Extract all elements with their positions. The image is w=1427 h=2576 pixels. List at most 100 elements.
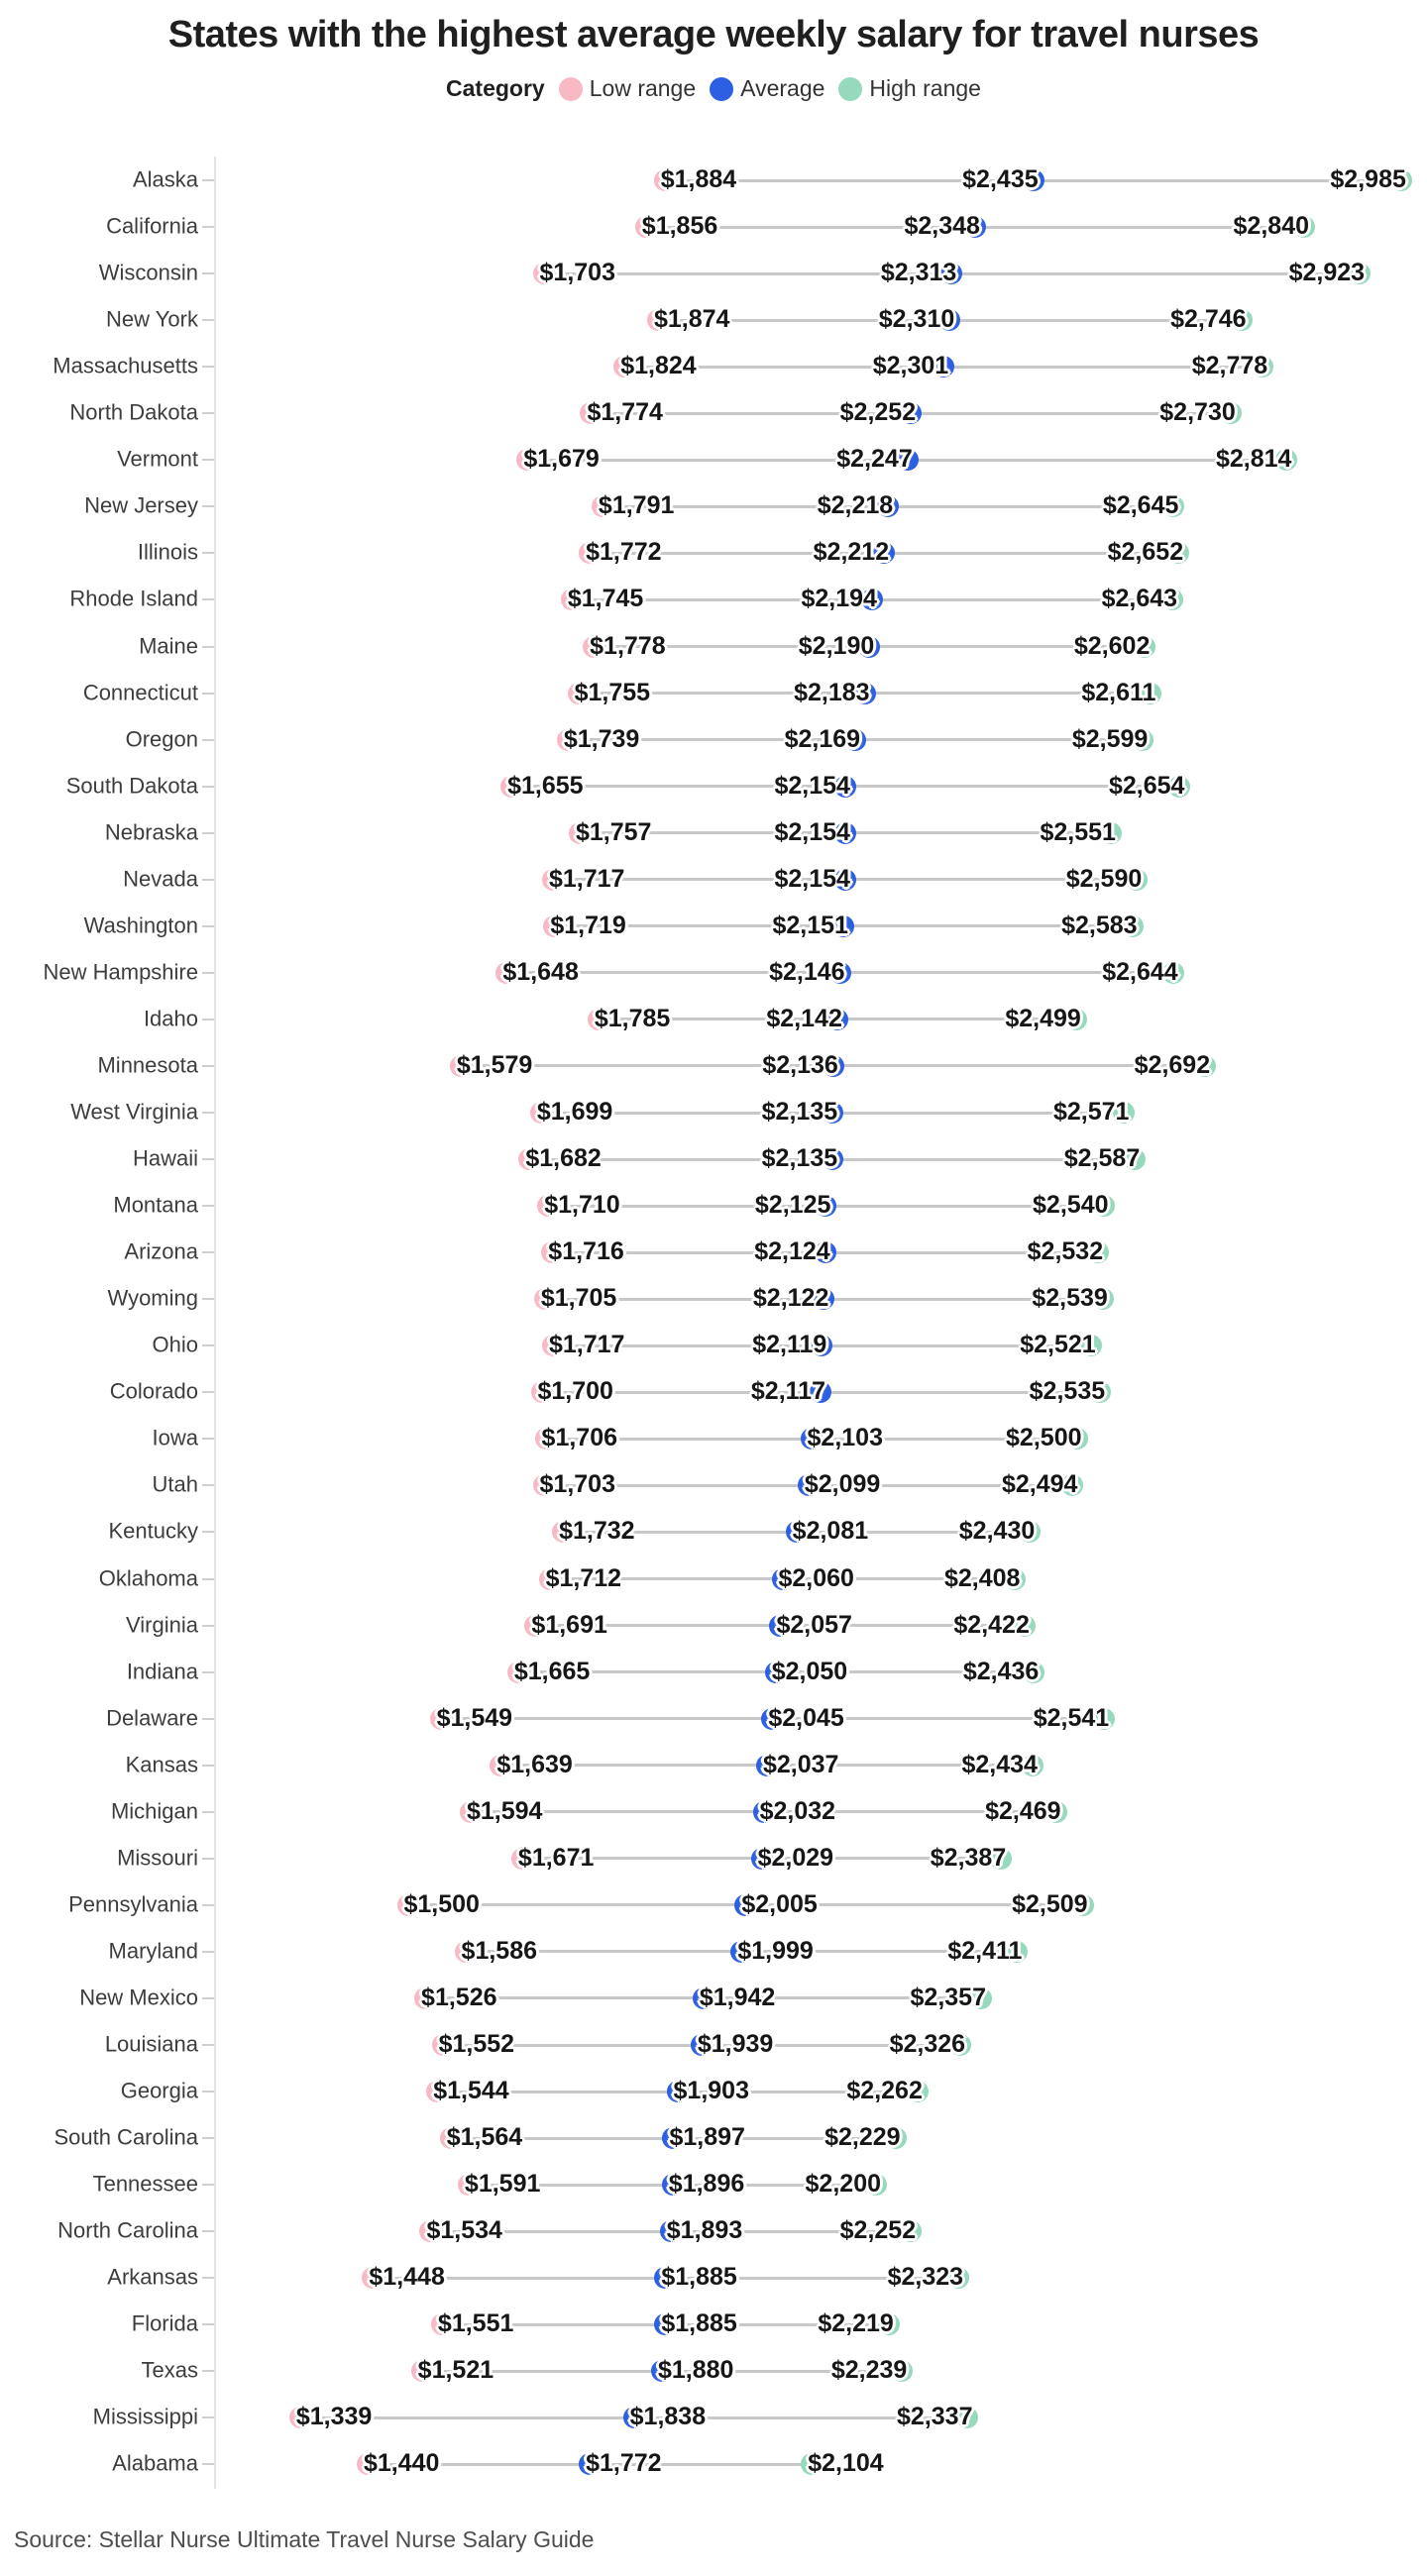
average-dot[interactable] <box>661 2174 684 2197</box>
high-range-dot[interactable] <box>1161 589 1184 611</box>
low-range-dot[interactable] <box>429 1707 452 1730</box>
low-range-dot[interactable] <box>529 1102 552 1124</box>
low-range-dot[interactable] <box>556 728 579 751</box>
high-range-dot[interactable] <box>1087 1241 1110 1264</box>
high-range-dot[interactable] <box>1219 402 1242 425</box>
low-range-dot[interactable] <box>430 2313 453 2336</box>
average-dot[interactable] <box>811 1335 833 1357</box>
high-range-dot[interactable] <box>969 1986 992 2009</box>
low-range-dot[interactable] <box>587 1008 609 1030</box>
low-range-dot[interactable] <box>431 2034 454 2056</box>
average-dot[interactable] <box>692 1986 714 2009</box>
low-range-dot[interactable] <box>541 868 564 891</box>
high-range-dot[interactable] <box>1132 728 1154 751</box>
average-dot[interactable] <box>815 1195 837 1218</box>
high-range-dot[interactable] <box>1349 263 1372 285</box>
high-range-dot[interactable] <box>1230 309 1253 332</box>
low-range-dot[interactable] <box>532 1474 555 1497</box>
average-dot[interactable] <box>752 1800 775 1823</box>
low-range-dot[interactable] <box>362 2267 384 2290</box>
low-range-dot[interactable] <box>533 1288 556 1311</box>
low-range-dot[interactable] <box>532 263 555 285</box>
high-range-dot[interactable] <box>1004 1567 1027 1590</box>
average-dot[interactable] <box>734 1893 757 1916</box>
high-range-dot[interactable] <box>1071 1893 1094 1916</box>
average-dot[interactable] <box>822 1054 844 1077</box>
low-range-dot[interactable] <box>410 2360 433 2383</box>
average-dot[interactable] <box>853 682 876 704</box>
high-range-dot[interactable] <box>1023 1661 1045 1683</box>
low-range-dot[interactable] <box>495 961 518 984</box>
high-range-dot[interactable] <box>1061 1474 1084 1497</box>
high-range-dot[interactable] <box>1124 1148 1147 1171</box>
low-range-dot[interactable] <box>613 356 636 378</box>
low-range-dot[interactable] <box>516 449 539 472</box>
high-range-dot[interactable] <box>1140 682 1162 704</box>
high-range-dot[interactable] <box>1161 961 1184 984</box>
low-range-dot[interactable] <box>534 1428 557 1450</box>
low-range-dot[interactable] <box>457 2174 480 2197</box>
high-range-dot[interactable] <box>891 2360 914 2383</box>
high-range-dot[interactable] <box>1252 356 1274 378</box>
average-dot[interactable] <box>622 2407 645 2429</box>
high-range-dot[interactable] <box>877 2313 900 2336</box>
high-range-dot[interactable] <box>1092 1195 1115 1218</box>
average-dot[interactable] <box>833 868 856 891</box>
low-range-dot[interactable] <box>552 1521 575 1544</box>
average-dot[interactable] <box>750 1847 773 1870</box>
high-range-dot[interactable] <box>1113 1102 1136 1124</box>
high-range-dot[interactable] <box>801 2453 823 2476</box>
high-range-dot[interactable] <box>1019 1521 1042 1544</box>
low-range-dot[interactable] <box>419 2220 442 2243</box>
average-dot[interactable] <box>764 1661 787 1683</box>
high-range-dot[interactable] <box>884 2127 907 2150</box>
average-dot[interactable] <box>896 449 919 472</box>
high-range-dot[interactable] <box>1013 1614 1036 1637</box>
average-dot[interactable] <box>833 821 856 844</box>
high-range-dot[interactable] <box>1006 1940 1029 1963</box>
high-range-dot[interactable] <box>1099 821 1122 844</box>
high-range-dot[interactable] <box>1121 914 1144 937</box>
average-dot[interactable] <box>813 1288 835 1311</box>
low-range-dot[interactable] <box>583 635 605 658</box>
high-range-dot[interactable] <box>906 2081 929 2103</box>
high-range-dot[interactable] <box>1162 495 1185 518</box>
high-range-dot[interactable] <box>1194 1054 1217 1077</box>
average-dot[interactable] <box>785 1521 808 1544</box>
low-range-dot[interactable] <box>560 589 583 611</box>
high-range-dot[interactable] <box>990 1847 1013 1870</box>
average-dot[interactable] <box>579 2453 602 2476</box>
high-range-dot[interactable] <box>1389 169 1412 191</box>
average-dot[interactable] <box>860 589 883 611</box>
low-range-dot[interactable] <box>426 2081 449 2103</box>
average-dot[interactable] <box>940 263 963 285</box>
low-range-dot[interactable] <box>541 1241 564 1264</box>
average-dot[interactable] <box>761 1707 784 1730</box>
average-dot[interactable] <box>666 2081 689 2103</box>
average-dot[interactable] <box>659 2220 682 2243</box>
high-range-dot[interactable] <box>900 2220 923 2243</box>
low-range-dot[interactable] <box>591 495 613 518</box>
average-dot[interactable] <box>825 1008 848 1030</box>
low-range-dot[interactable] <box>500 775 523 798</box>
low-range-dot[interactable] <box>530 1381 553 1404</box>
low-range-dot[interactable] <box>653 169 676 191</box>
low-range-dot[interactable] <box>567 682 590 704</box>
high-range-dot[interactable] <box>1293 216 1315 239</box>
low-range-dot[interactable] <box>524 1614 547 1637</box>
low-range-dot[interactable] <box>568 821 591 844</box>
average-dot[interactable] <box>831 914 854 937</box>
average-dot[interactable] <box>690 2034 713 2056</box>
high-range-dot[interactable] <box>1126 868 1149 891</box>
average-dot[interactable] <box>933 356 955 378</box>
low-range-dot[interactable] <box>634 216 657 239</box>
low-range-dot[interactable] <box>541 1335 564 1357</box>
average-dot[interactable] <box>814 1241 836 1264</box>
average-dot[interactable] <box>844 728 867 751</box>
low-range-dot[interactable] <box>288 2407 311 2429</box>
high-range-dot[interactable] <box>1021 1754 1043 1776</box>
average-dot[interactable] <box>900 402 923 425</box>
low-range-dot[interactable] <box>357 2453 379 2476</box>
low-range-dot[interactable] <box>518 1148 541 1171</box>
low-range-dot[interactable] <box>506 1661 529 1683</box>
